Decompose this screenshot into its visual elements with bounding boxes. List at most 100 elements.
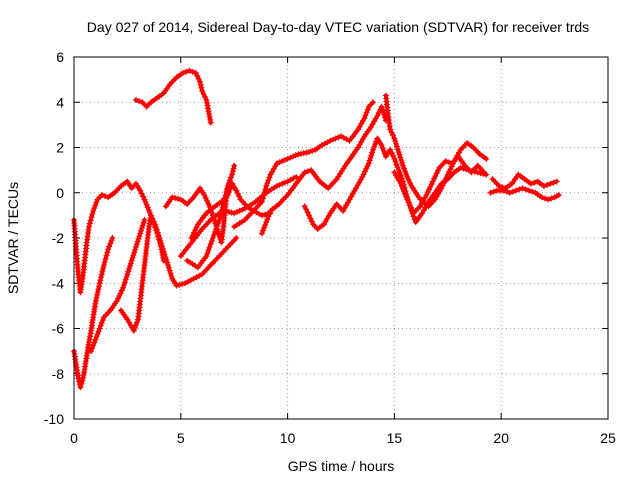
data-point-marker	[98, 192, 105, 199]
data-point-marker	[388, 129, 395, 136]
data-point-marker	[230, 165, 237, 172]
data-point-marker	[295, 151, 302, 158]
data-point-marker	[332, 135, 339, 142]
data-point-marker	[429, 178, 436, 185]
data-point-marker	[287, 154, 294, 161]
data-point-marker	[101, 193, 108, 200]
data-point-marker	[202, 195, 209, 202]
data-point-marker	[130, 327, 137, 334]
data-point-marker	[199, 87, 206, 94]
data-point-marker	[550, 179, 557, 186]
data-point-marker	[367, 154, 374, 161]
data-point-marker	[303, 206, 310, 213]
data-point-marker	[205, 201, 212, 208]
data-point-marker	[555, 192, 562, 199]
plot-frame	[73, 56, 609, 420]
data-point-marker	[197, 78, 204, 85]
data-point-marker	[402, 191, 409, 198]
data-point-marker	[215, 219, 222, 226]
data-point-marker	[134, 238, 141, 245]
data-point-marker	[131, 324, 138, 331]
data-point-marker	[391, 135, 398, 142]
data-point-marker	[200, 90, 207, 97]
data-point-marker	[165, 264, 172, 271]
data-point-marker	[233, 235, 240, 241]
data-point-marker	[301, 169, 308, 176]
data-point-marker	[137, 230, 144, 237]
x-tick-label: 20	[493, 430, 509, 446]
data-point-marker	[189, 232, 196, 239]
data-point-marker	[87, 217, 94, 224]
data-point-marker	[509, 188, 516, 195]
data-point-marker	[221, 195, 228, 202]
data-point-marker	[217, 213, 224, 220]
data-point-marker	[145, 207, 152, 214]
data-point-marker	[300, 150, 307, 157]
data-point-marker	[446, 168, 453, 175]
data-point-marker	[215, 231, 222, 238]
data-point-marker	[273, 160, 280, 167]
x-tick-label: 25	[600, 430, 616, 446]
series-pass-15	[489, 171, 560, 192]
data-point-marker	[92, 202, 99, 209]
data-point-marker	[397, 172, 404, 179]
data-point-marker	[392, 138, 399, 145]
data-point-marker	[133, 241, 140, 248]
data-point-marker	[122, 276, 129, 283]
data-point-marker	[265, 213, 272, 220]
data-point-marker	[428, 181, 435, 188]
data-point-marker	[96, 283, 103, 290]
data-point-marker	[529, 188, 536, 195]
data-point-marker	[97, 277, 104, 284]
data-point-marker	[80, 374, 87, 381]
series-pass-16	[487, 185, 562, 203]
data-point-marker	[217, 210, 224, 217]
data-point-marker	[87, 333, 94, 340]
data-point-marker	[263, 182, 270, 189]
data-point-marker	[154, 229, 161, 236]
data-point-marker	[393, 161, 400, 168]
data-point-marker	[327, 137, 334, 144]
data-point-marker	[138, 190, 145, 197]
data-point-marker	[266, 174, 273, 181]
data-point-marker	[90, 342, 97, 349]
data-point-marker	[208, 238, 215, 245]
data-point-marker	[236, 207, 243, 214]
data-point-marker	[192, 69, 199, 76]
data-point-marker	[166, 267, 173, 274]
data-point-marker	[389, 152, 396, 159]
data-point-marker	[106, 243, 113, 250]
data-point-marker	[368, 152, 375, 159]
data-point-marker	[279, 158, 286, 165]
data-point-marker	[183, 68, 190, 75]
data-point-marker	[142, 199, 149, 206]
data-point-marker	[144, 204, 151, 211]
data-point-marker	[94, 288, 101, 295]
data-point-marker	[544, 181, 551, 188]
x-tick-label: 0	[70, 430, 78, 446]
data-point-marker	[99, 317, 106, 324]
data-point-marker	[432, 173, 439, 180]
data-point-marker	[98, 274, 105, 281]
data-point-marker	[506, 189, 513, 196]
data-point-marker	[364, 163, 371, 170]
data-point-marker	[279, 180, 286, 187]
data-point-marker	[401, 188, 408, 195]
data-point-marker	[547, 180, 554, 187]
data-point-marker	[174, 195, 181, 202]
data-point-marker	[444, 171, 451, 178]
data-point-marker	[394, 146, 401, 153]
data-point-marker	[393, 143, 400, 150]
data-point-marker	[194, 72, 201, 79]
y-tick-label: 6	[56, 49, 64, 65]
data-point-marker	[192, 226, 199, 233]
data-point-marker	[125, 268, 132, 275]
data-point-marker	[519, 185, 526, 192]
data-point-marker	[289, 153, 296, 160]
data-point-marker	[115, 295, 122, 302]
data-point-marker	[360, 171, 367, 178]
data-point-marker	[233, 187, 240, 194]
data-point-marker	[138, 227, 145, 234]
data-point-marker	[496, 182, 503, 189]
data-point-marker	[143, 201, 150, 208]
